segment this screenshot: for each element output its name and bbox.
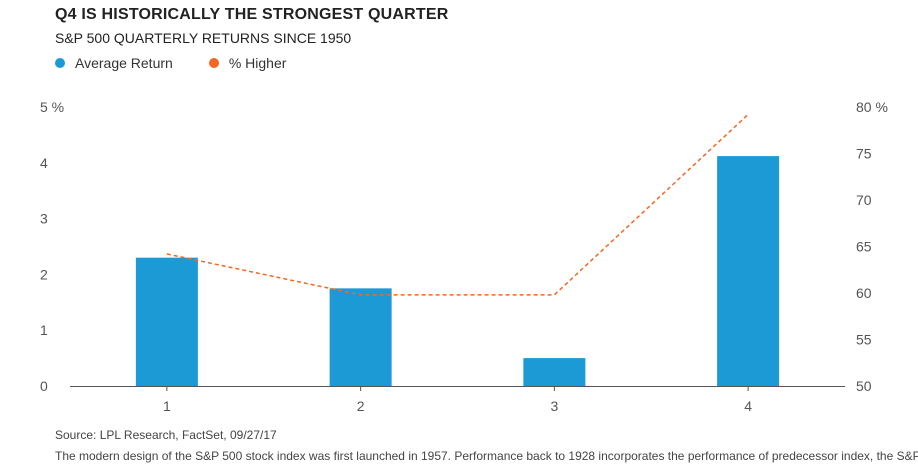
bar-average-return: [717, 156, 780, 386]
y-right-tick-label: 60: [856, 285, 872, 301]
y-left-tick-label: 0: [40, 378, 48, 394]
y-right-tick-label: 70: [856, 192, 872, 208]
source-note: Source: LPL Research, FactSet, 09/27/17: [55, 428, 277, 442]
y-right-tick-label: 65: [856, 239, 872, 255]
y-right-tick-label: 50: [856, 378, 872, 394]
bar-average-return: [135, 257, 198, 386]
y-right-tick-label: 55: [856, 332, 872, 348]
bar-average-return: [523, 358, 586, 386]
legend-item-pct-higher: % Higher: [208, 55, 287, 71]
methodology-note: The modern design of the S&P 500 stock i…: [55, 449, 918, 463]
y-left-tick-label: 3: [40, 211, 48, 227]
y-left-tick-label: 1: [40, 322, 48, 338]
legend-label-pct-higher: % Higher: [228, 55, 287, 71]
bar-average-return: [329, 288, 392, 386]
legend-swatch-average-return: [55, 58, 65, 68]
x-tick-label: 3: [550, 398, 558, 414]
legend: Average Return % Higher: [55, 55, 322, 71]
chart-title: Q4 IS HISTORICALLY THE STRONGEST QUARTER: [55, 6, 449, 23]
x-tick-label: 1: [163, 398, 171, 414]
y-left-tick-label: 4: [40, 155, 48, 171]
x-tick-label: 2: [357, 398, 365, 414]
y-left-tick-label: 2: [40, 266, 48, 282]
legend-label-average-return: Average Return: [75, 55, 173, 71]
y-right-tick-label: 75: [856, 146, 872, 162]
legend-item-average-return: Average Return: [55, 55, 173, 71]
line-pct-higher: [166, 113, 749, 296]
legend-swatch-pct-higher: [208, 58, 219, 68]
chart-subtitle: S&P 500 QUARTERLY RETURNS SINCE 1950: [55, 30, 352, 46]
x-tick-label: 4: [744, 398, 752, 414]
y-right-tick-label: 80 %: [856, 99, 888, 115]
y-left-tick-label: 5 %: [40, 99, 64, 115]
